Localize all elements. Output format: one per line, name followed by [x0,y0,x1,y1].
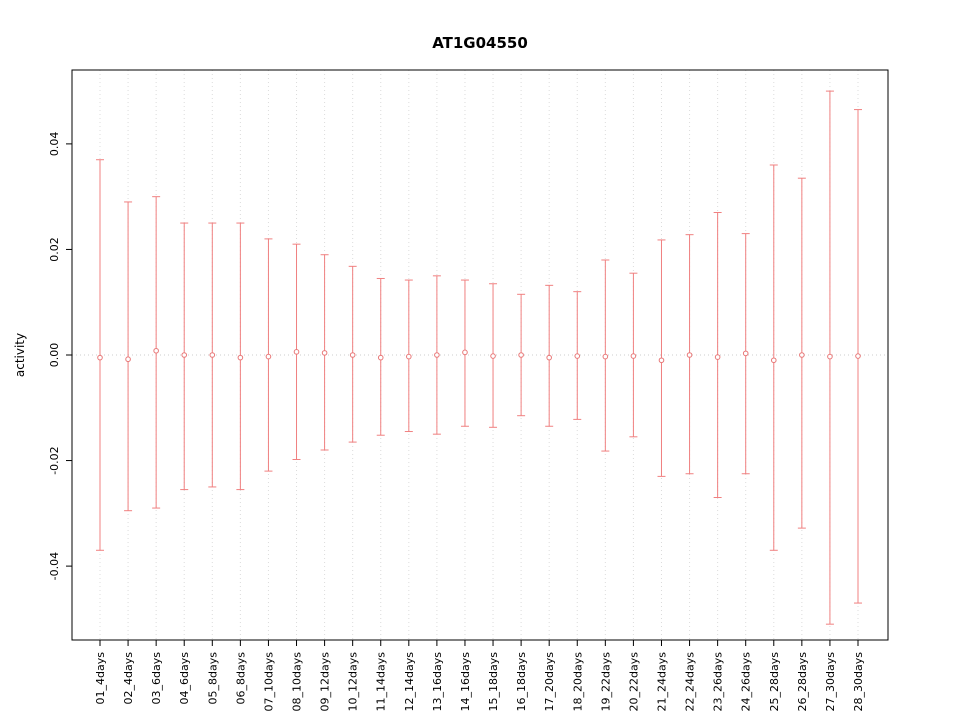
data-point [770,357,777,364]
plot-area: -0.04 -0.02 0.00 0.02 0.04 01_4days 02_4days 03… [48,69,889,712]
x-tick-label: 10_12days [347,652,360,712]
x-tick-label: 12_14days [403,652,416,712]
x-tick-label: 23_26days [712,652,725,712]
data-point [686,352,693,358]
data-point [574,353,581,359]
x-tick-label: 14_16days [459,652,472,712]
y-tick-label: -0.04 [48,552,61,580]
data-point [799,352,805,358]
data-point [321,350,328,356]
x-tick-label: 17_20days [543,652,556,712]
x-tick-label: 03_6days [150,652,163,705]
data-point [630,353,637,359]
data-point [293,349,300,355]
x-tick-label: 28_30days [852,652,865,712]
y-tick-label: -0.02 [48,446,61,474]
data-point [714,354,721,360]
x-tick-label: 01_4days [94,652,107,705]
data-point [462,349,468,356]
data-point [434,352,440,358]
data-point [855,353,861,359]
y-tick-label: 0.02 [48,237,61,262]
data-point [125,356,131,363]
x-tick-label: 15_18days [487,652,500,712]
data-point [602,353,609,360]
x-tick-label: 18_20days [571,652,584,712]
data-point [518,352,524,358]
data-point [742,350,749,357]
data-point [181,352,188,358]
data-point [377,354,384,361]
data-point [209,352,216,358]
data-point [153,347,159,354]
data-point [827,353,833,360]
x-tick-label: 25_28days [768,652,781,712]
x-tick-label: 27_30days [824,652,837,712]
data-point [406,353,412,360]
x-tick-label: 05_8days [206,652,219,705]
x-tick-label: 20_22days [627,652,640,712]
data-point [349,352,356,358]
data-point [658,357,665,364]
y-tick-label: 0.00 [48,343,61,368]
x-tick-label: 21_24days [655,652,668,712]
x-tick-label: 11_14days [375,652,388,712]
x-tick-label: 26_28days [796,652,809,712]
x-tick-label: 07_10days [262,652,275,712]
x-tick-label: 16_18days [515,652,528,712]
chart-title: AT1G04550 [432,34,528,52]
x-tick-label: 19_22days [599,652,612,712]
x-tick-label: 06_8days [234,652,247,705]
x-tick-label: 02_4days [122,652,135,705]
data-point [546,354,552,361]
x-tick-label: 08_10days [291,652,304,712]
x-tick-label: 04_6days [178,652,191,705]
data-point [265,353,272,360]
x-tick-label: 09_12days [319,652,332,712]
y-tick-label: 0.04 [48,132,61,157]
y-axis-label: activity [13,333,27,377]
data-point [237,354,244,361]
x-tick-label: 13_16days [431,652,444,712]
data-point [490,353,496,359]
x-tick-label: 22_24days [684,652,697,712]
data-point [97,354,103,361]
x-tick-label: 24_26days [740,652,753,712]
